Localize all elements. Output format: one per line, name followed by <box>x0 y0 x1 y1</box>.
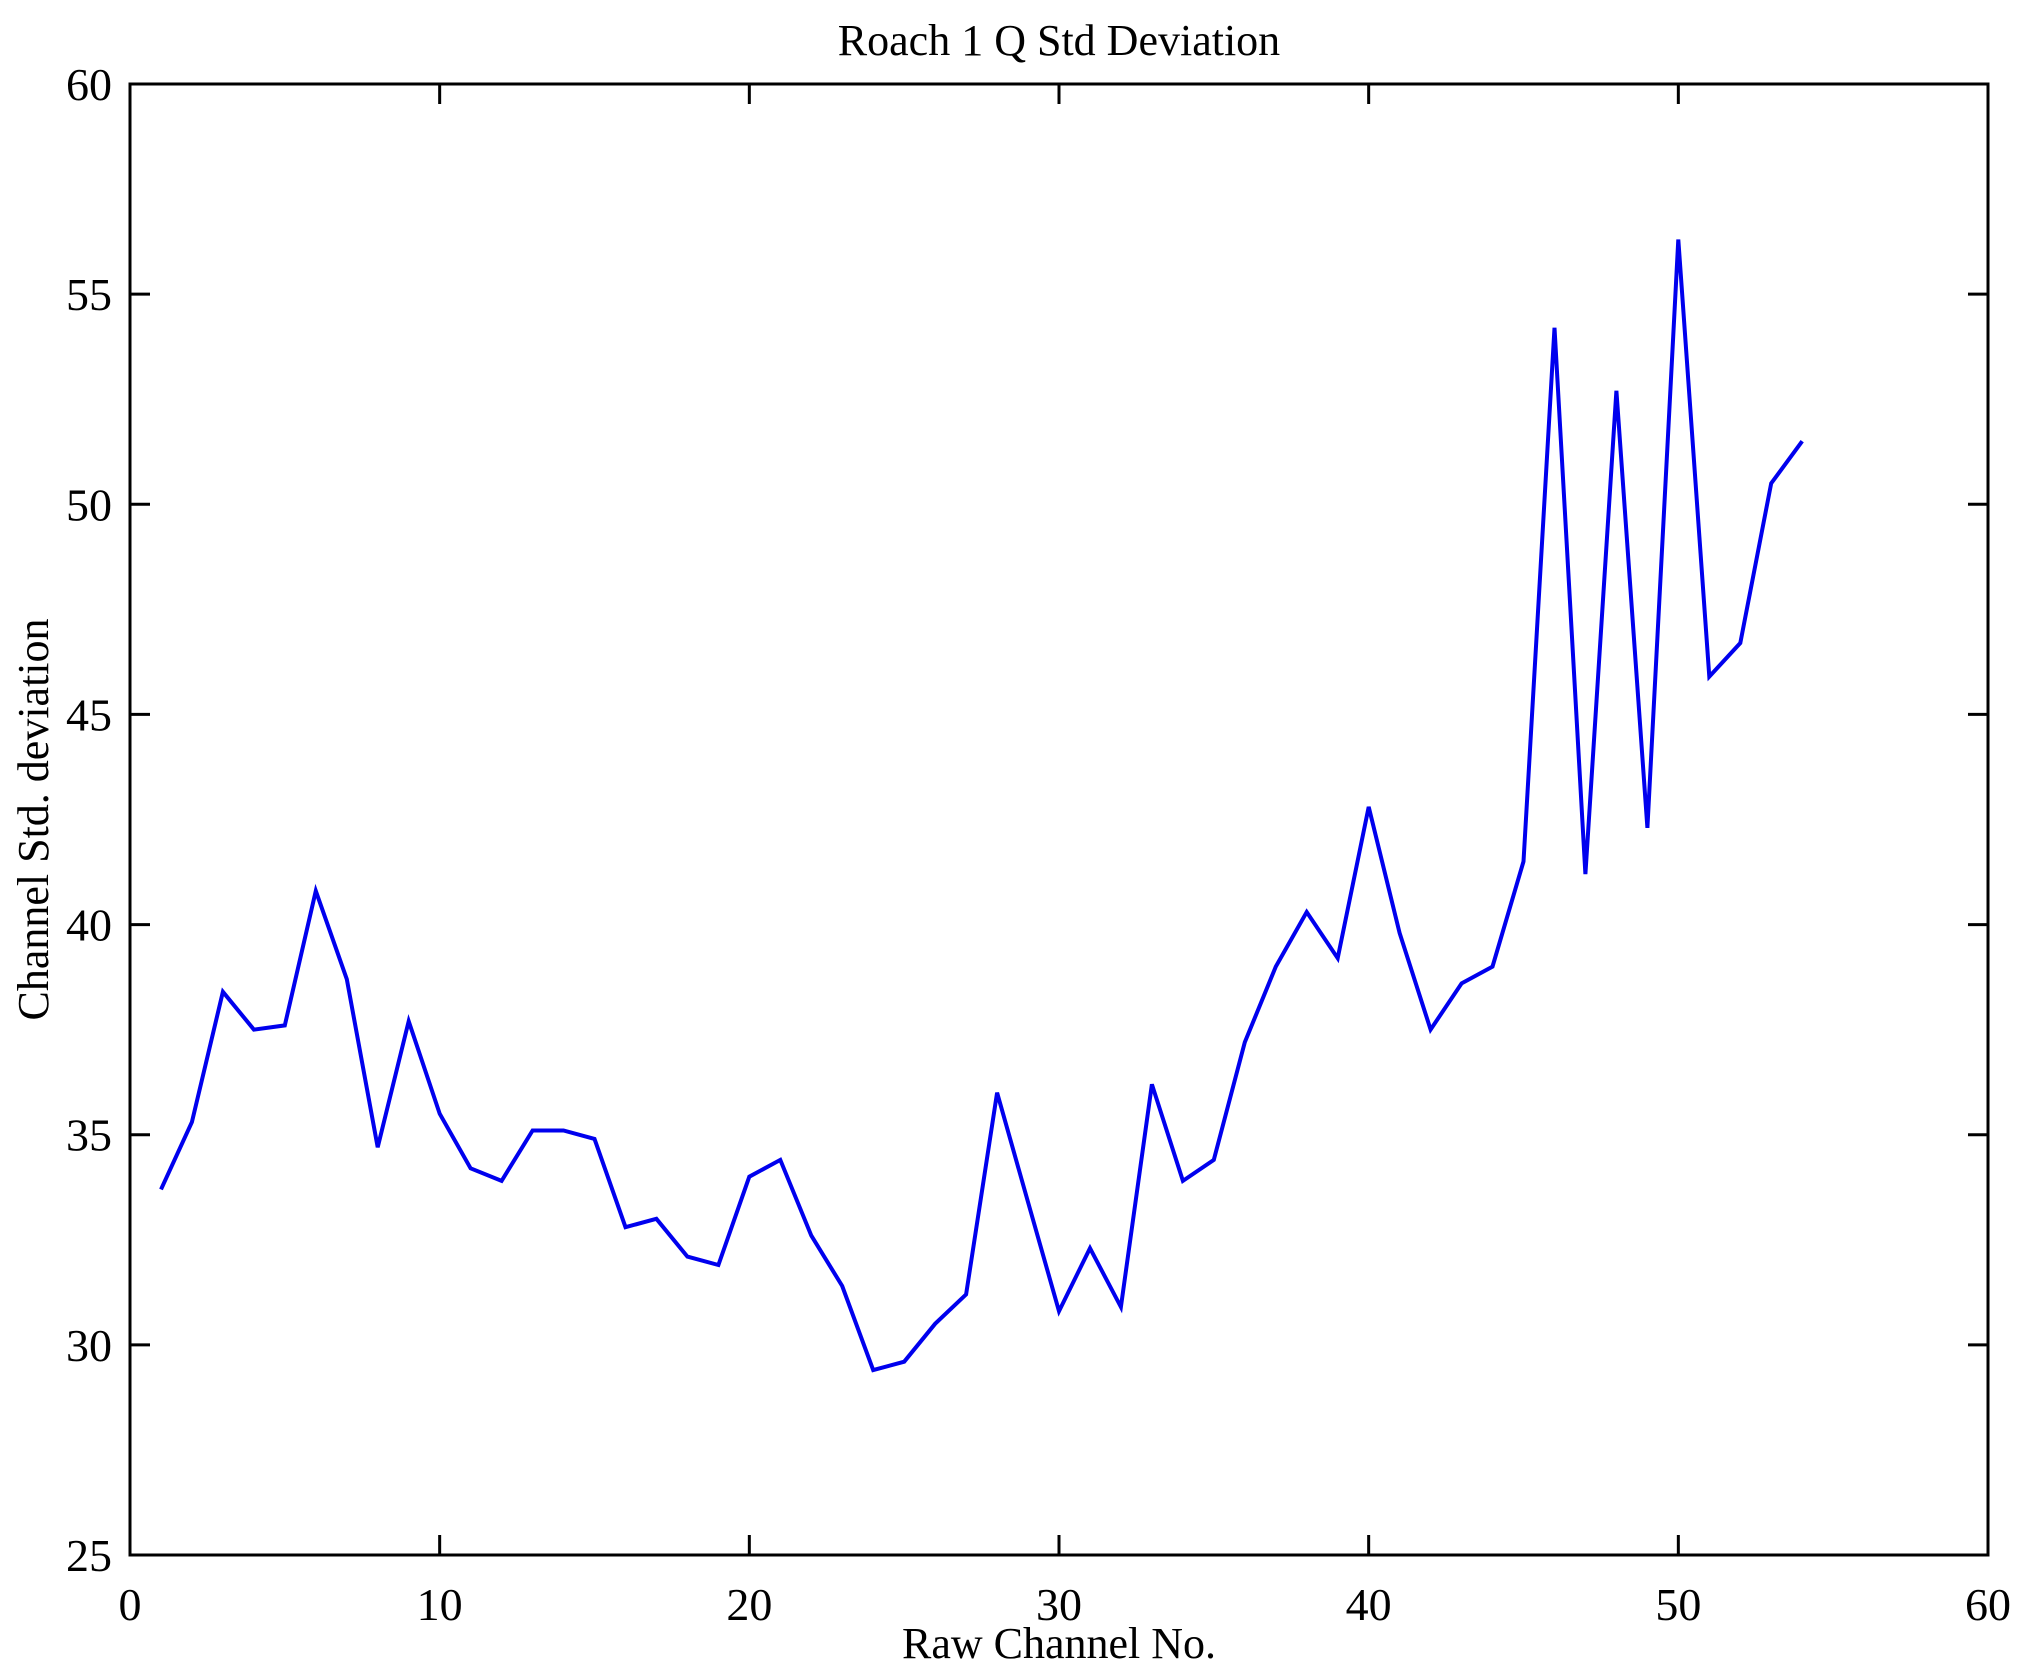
tick-label: 10 <box>417 1579 463 1630</box>
y-axis-label: Channel Std. deviation <box>9 618 58 1020</box>
plot-box-border <box>128 82 1990 1557</box>
data-series-line <box>159 239 1804 1373</box>
tick-label: 25 <box>66 1530 112 1581</box>
tick-label: 40 <box>66 900 112 951</box>
tick-label: 35 <box>66 1110 112 1161</box>
tick-label: 20 <box>726 1579 772 1630</box>
tick-label: 50 <box>1655 1579 1701 1630</box>
tick-label: 40 <box>1346 1579 1392 1630</box>
tick-label: 55 <box>66 269 112 320</box>
tick-label: 30 <box>66 1320 112 1371</box>
x-axis-label: Raw Channel No. <box>902 1619 1216 1668</box>
chart-title: Roach 1 Q Std Deviation <box>838 16 1280 65</box>
tick-label: 0 <box>119 1579 142 1630</box>
x-tick-labels: 0 10 20 30 40 50 60 <box>119 1579 2012 1630</box>
tick-label: 45 <box>66 689 112 740</box>
plot-background <box>130 84 1988 1555</box>
y-tick-labels: 25 30 35 40 45 50 55 60 <box>66 59 112 1581</box>
tick-label: 50 <box>66 479 112 530</box>
tick-label: 30 <box>1036 1579 1082 1630</box>
tick-label: 60 <box>1965 1579 2011 1630</box>
tick-label: 60 <box>66 59 112 110</box>
